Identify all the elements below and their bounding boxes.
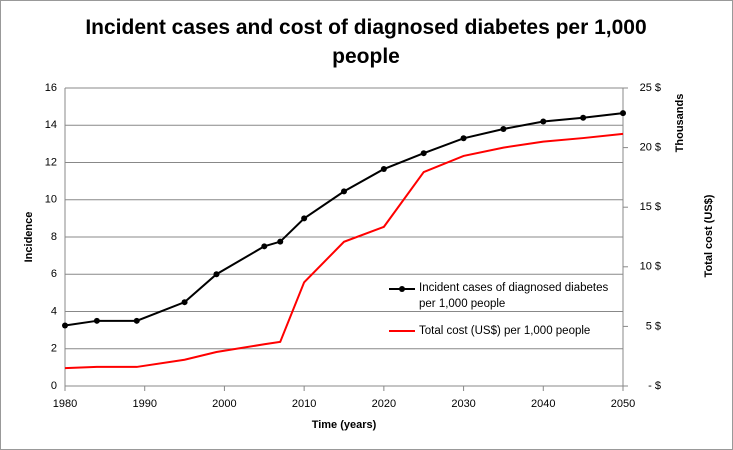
y-tick-label: 16 <box>45 82 57 94</box>
series-line <box>64 112 624 327</box>
y2-tick-label: 10 $ <box>640 261 661 273</box>
data-point <box>540 118 547 125</box>
x-tick-label: 2020 <box>372 398 396 410</box>
y-tick-label: 12 <box>45 156 57 168</box>
y2-unit-label: Thousands <box>674 94 686 153</box>
y-tick-label: 0 <box>51 380 57 392</box>
data-point <box>213 271 220 278</box>
y-tick-label: 8 <box>51 231 57 243</box>
y2-tick-label: 15 $ <box>640 201 661 213</box>
data-point <box>93 317 100 324</box>
y-tick-label: 10 <box>45 194 57 206</box>
y2-tick-label: 20 $ <box>640 142 661 154</box>
legend-label: Total cost (US$) per 1,000 people <box>419 325 591 337</box>
data-point <box>277 238 284 245</box>
x-tick-label: 2010 <box>292 398 316 410</box>
x-tick-label: 2000 <box>212 398 236 410</box>
data-point <box>181 299 188 306</box>
y-tick-label: 4 <box>51 305 57 317</box>
data-point <box>620 110 626 117</box>
data-point <box>580 114 587 121</box>
data-point <box>500 125 507 132</box>
x-tick-label: 2050 <box>611 398 635 410</box>
x-tick-label: 2040 <box>531 398 555 410</box>
data-point <box>380 166 387 173</box>
data-point <box>341 188 347 195</box>
series-line <box>64 132 624 370</box>
y2-tick-label: 25 $ <box>640 82 661 94</box>
y2-tick-label: 5 $ <box>646 320 661 332</box>
x-tick-label: 1980 <box>53 398 77 410</box>
x-tick-label: 2030 <box>451 398 475 410</box>
data-point <box>301 215 308 222</box>
legend-label: Incident cases of diagnosed diabetes per… <box>419 282 609 310</box>
chart-title: Incident cases and cost of diagnosed dia… <box>85 16 647 68</box>
data-point <box>62 322 68 329</box>
legend-marker <box>399 286 405 292</box>
data-point <box>420 150 427 157</box>
y-tick-label: 2 <box>51 343 57 355</box>
data-point <box>261 243 268 250</box>
y-tick-label: 14 <box>45 119 57 131</box>
y2-axis-label: Total cost (US$) <box>703 194 715 277</box>
data-point <box>133 317 140 324</box>
x-axis-label: Time (years) <box>312 419 377 431</box>
data-point <box>460 135 467 142</box>
x-tick-label: 1990 <box>132 398 156 410</box>
y2-tick-label: - $ <box>648 380 661 392</box>
y-tick-label: 6 <box>51 268 57 280</box>
y-axis-label: Incidence <box>23 212 35 263</box>
